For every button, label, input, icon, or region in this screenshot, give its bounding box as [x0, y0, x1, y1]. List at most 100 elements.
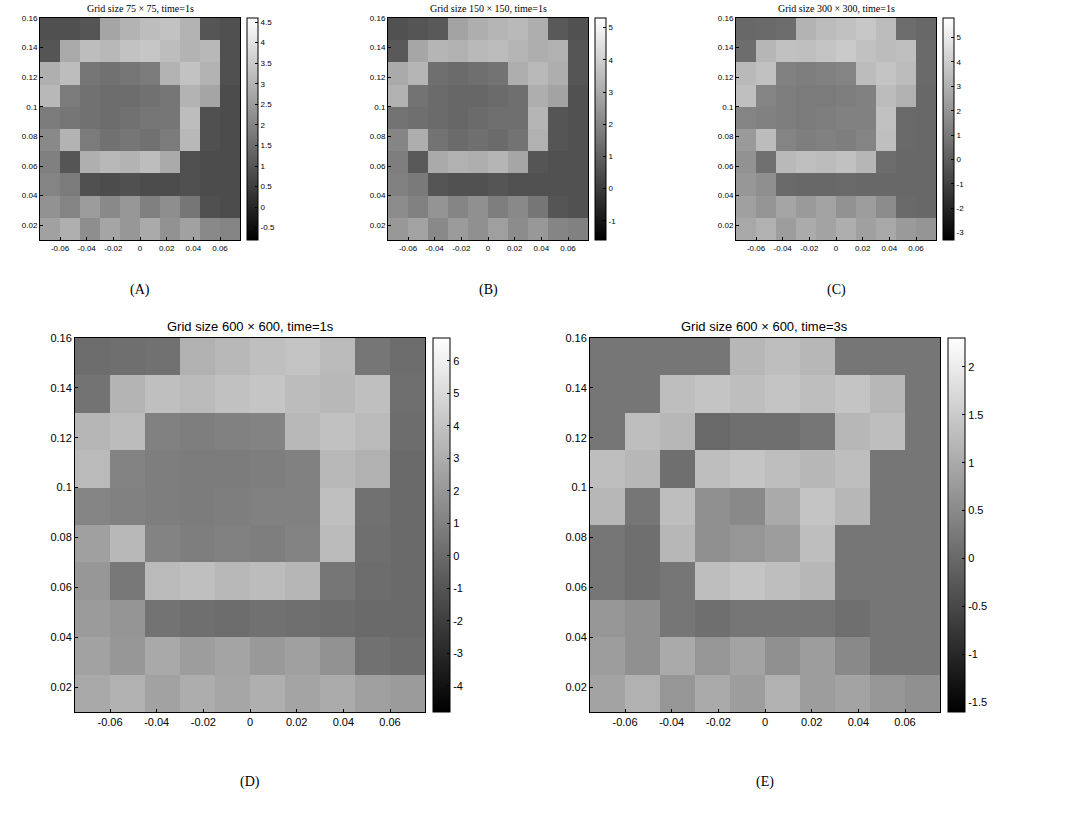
svg-text:0.16: 0.16 [370, 14, 386, 23]
svg-text:-0.06: -0.06 [51, 244, 70, 253]
svg-text:-1: -1 [453, 582, 463, 594]
svg-text:0.04: 0.04 [848, 716, 869, 728]
svg-text:0.02: 0.02 [718, 221, 734, 230]
svg-text:5: 5 [453, 387, 459, 399]
svg-text:(E): (E) [756, 774, 774, 790]
svg-text:-3: -3 [957, 228, 965, 237]
svg-text:-0.02: -0.02 [706, 716, 731, 728]
svg-text:4: 4 [609, 56, 614, 65]
svg-text:(B): (B) [479, 282, 498, 298]
svg-text:-3: -3 [453, 647, 463, 659]
svg-text:-0.04: -0.04 [78, 244, 97, 253]
svg-text:Grid size 150 × 150, time=1s: Grid size 150 × 150, time=1s [430, 3, 547, 14]
svg-text:2: 2 [968, 361, 974, 373]
svg-text:0: 0 [968, 552, 974, 564]
svg-text:-0.04: -0.04 [426, 244, 445, 253]
svg-text:-0.02: -0.02 [800, 244, 819, 253]
svg-text:(A): (A) [130, 282, 150, 298]
svg-text:0.12: 0.12 [718, 73, 734, 82]
svg-text:2: 2 [453, 485, 459, 497]
svg-text:Grid size 600 × 600, time=1s: Grid size 600 × 600, time=1s [167, 319, 334, 334]
svg-text:-0.06: -0.06 [747, 244, 766, 253]
svg-text:Grid size 600 × 600, time=3s: Grid size 600 × 600, time=3s [681, 319, 848, 334]
svg-text:3.5: 3.5 [261, 59, 273, 68]
svg-text:0: 0 [453, 550, 459, 562]
svg-text:0.02: 0.02 [159, 244, 175, 253]
svg-text:0.5: 0.5 [968, 504, 983, 516]
svg-text:-1: -1 [957, 180, 965, 189]
svg-text:3: 3 [453, 452, 459, 464]
svg-text:-0.5: -0.5 [261, 223, 275, 232]
svg-text:0.02: 0.02 [370, 221, 386, 230]
svg-text:4.5: 4.5 [261, 18, 273, 27]
svg-text:0.06: 0.06 [22, 162, 38, 171]
svg-text:0: 0 [261, 203, 266, 212]
svg-text:1: 1 [453, 517, 459, 529]
svg-text:0.06: 0.06 [370, 162, 386, 171]
svg-text:2.5: 2.5 [261, 100, 273, 109]
svg-text:0: 0 [834, 244, 839, 253]
svg-text:0: 0 [138, 244, 143, 253]
svg-text:0.06: 0.06 [718, 162, 734, 171]
svg-text:0.1: 0.1 [722, 103, 734, 112]
svg-text:-4: -4 [453, 680, 463, 692]
svg-text:0.5: 0.5 [261, 182, 273, 191]
svg-text:0.06: 0.06 [560, 244, 576, 253]
svg-text:-0.06: -0.06 [612, 716, 637, 728]
svg-text:-1.5: -1.5 [968, 696, 987, 708]
svg-text:0.1: 0.1 [572, 481, 587, 493]
svg-text:1: 1 [609, 152, 614, 161]
svg-text:0.1: 0.1 [374, 103, 386, 112]
svg-text:0.16: 0.16 [565, 332, 586, 344]
svg-text:4: 4 [957, 58, 962, 67]
svg-text:0: 0 [486, 244, 491, 253]
svg-text:-0.02: -0.02 [452, 244, 471, 253]
svg-text:0.02: 0.02 [22, 221, 38, 230]
svg-text:0.12: 0.12 [50, 432, 71, 444]
svg-text:0.12: 0.12 [22, 73, 38, 82]
svg-text:1: 1 [261, 162, 266, 171]
svg-text:0.02: 0.02 [855, 244, 871, 253]
svg-text:0.04: 0.04 [22, 191, 38, 200]
svg-text:0.08: 0.08 [565, 531, 586, 543]
svg-text:0.14: 0.14 [565, 382, 586, 394]
svg-text:0.14: 0.14 [50, 382, 71, 394]
svg-text:0.02: 0.02 [801, 716, 822, 728]
svg-text:0: 0 [609, 184, 614, 193]
svg-text:-0.04: -0.04 [144, 716, 169, 728]
svg-text:0.04: 0.04 [565, 631, 586, 643]
svg-text:0: 0 [957, 155, 962, 164]
svg-text:-1: -1 [968, 648, 978, 660]
svg-text:0.06: 0.06 [908, 244, 924, 253]
svg-text:6: 6 [453, 355, 459, 367]
svg-text:0: 0 [247, 716, 253, 728]
svg-text:-0.04: -0.04 [659, 716, 684, 728]
svg-text:4: 4 [261, 38, 266, 47]
svg-text:0.16: 0.16 [50, 332, 71, 344]
svg-text:0.02: 0.02 [565, 681, 586, 693]
svg-text:0.06: 0.06 [50, 581, 71, 593]
svg-text:-0.04: -0.04 [774, 244, 793, 253]
svg-text:5: 5 [609, 23, 614, 32]
svg-text:0.14: 0.14 [370, 43, 386, 52]
svg-text:0.06: 0.06 [565, 581, 586, 593]
svg-text:1: 1 [968, 457, 974, 469]
svg-text:-0.06: -0.06 [399, 244, 418, 253]
svg-text:0.16: 0.16 [718, 14, 734, 23]
svg-text:Grid size 300 × 300, time=1s: Grid size 300 × 300, time=1s [778, 3, 895, 14]
svg-text:0.08: 0.08 [22, 132, 38, 141]
svg-text:0: 0 [762, 716, 768, 728]
svg-text:-2: -2 [957, 204, 965, 213]
svg-text:1: 1 [957, 131, 962, 140]
svg-text:0.1: 0.1 [57, 481, 72, 493]
svg-text:2: 2 [609, 120, 614, 129]
svg-text:4: 4 [453, 420, 459, 432]
svg-text:0.02: 0.02 [286, 716, 307, 728]
svg-text:1.5: 1.5 [968, 409, 983, 421]
svg-text:-0.5: -0.5 [968, 600, 987, 612]
svg-text:0.04: 0.04 [534, 244, 550, 253]
svg-text:0.02: 0.02 [50, 681, 71, 693]
svg-text:0.04: 0.04 [50, 631, 71, 643]
svg-text:0.1: 0.1 [26, 103, 38, 112]
svg-text:(C): (C) [827, 282, 846, 298]
